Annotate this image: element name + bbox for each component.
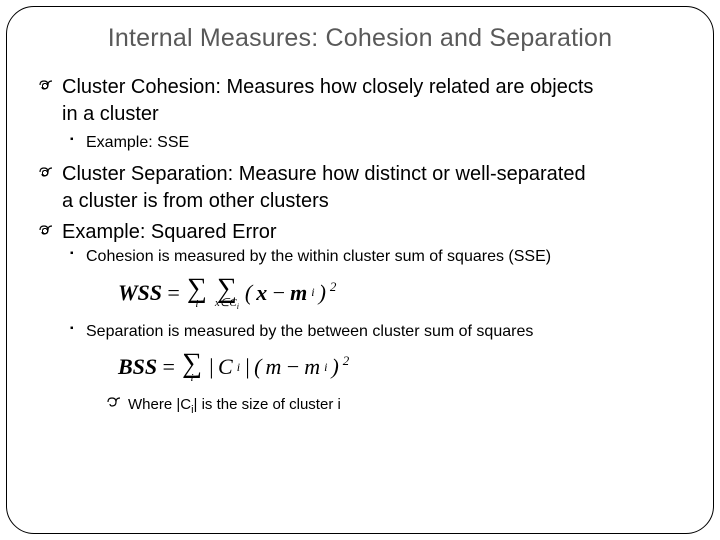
bss-m1: m xyxy=(265,354,281,380)
bss-m2: m xyxy=(304,354,320,380)
bss-sq: 2 xyxy=(343,353,350,369)
where-clause: Where |Ci| is the size of cluster i xyxy=(38,396,682,416)
sub-cohesion-wss: Cohesion is measured by the within clust… xyxy=(38,247,682,268)
bss-minus: − xyxy=(285,354,300,380)
wss-minus: − xyxy=(271,280,286,306)
wss-close: ) xyxy=(319,280,326,306)
eq-sign: = xyxy=(166,280,181,306)
bullet-cohesion: Cluster Cohesion: Measures how closely r… xyxy=(38,75,682,100)
term-cohesion: Cluster Cohesion: xyxy=(62,76,221,98)
eq-sign2: = xyxy=(161,354,176,380)
bss-ci-sub: i xyxy=(237,360,240,375)
wss-x: x xyxy=(256,280,267,306)
formula-wss: WSS = ∑ i ∑ x∈Ci (x − mi)2 xyxy=(38,276,682,311)
bullet-icon xyxy=(38,165,54,184)
wss-m: m xyxy=(290,280,307,306)
slide-title: Internal Measures: Cohesion and Separati… xyxy=(38,24,682,53)
bss-close: ) xyxy=(331,354,338,380)
wss-open: ( xyxy=(245,280,252,306)
sub-separation-bss: Separation is measured by the between cl… xyxy=(38,322,682,343)
text-cohesion-rest: Measures how closely related are objects xyxy=(221,76,593,98)
where-post: | is the size of cluster i xyxy=(194,396,341,413)
bullet-icon-small xyxy=(106,396,122,412)
wss-lhs: WSS xyxy=(118,280,162,306)
bss-ci-open: | xyxy=(208,354,214,380)
bullet-example-sqerr: Example: Squared Error xyxy=(38,220,682,245)
sub-sse: Example: SSE xyxy=(38,133,682,154)
where-pre: Where |C xyxy=(128,396,191,413)
bss-lhs: BSS xyxy=(118,354,157,380)
term-separation: Cluster Separation: xyxy=(62,163,233,185)
wss-sq: 2 xyxy=(330,279,337,295)
bullet-icon xyxy=(38,223,54,242)
bss-ci: C xyxy=(218,354,233,380)
bullet-icon xyxy=(38,78,54,97)
bss-ci-close: | xyxy=(244,354,250,380)
formula-bss: BSS = ∑ i |Ci| (m − mi)2 xyxy=(38,351,682,384)
wss-mi: i xyxy=(311,285,314,300)
bss-sigma: ∑ i xyxy=(182,351,202,384)
sigma-x: ∑ x∈Ci xyxy=(215,276,239,311)
text-cohesion-cont: in a cluster xyxy=(38,102,682,127)
slide-content: Internal Measures: Cohesion and Separati… xyxy=(38,24,682,416)
bss-open: ( xyxy=(254,354,261,380)
bss-m2-sub: i xyxy=(324,360,327,375)
text-separation-cont: a cluster is from other clusters xyxy=(38,189,682,214)
text-separation-rest: Measure how distinct or well-separated xyxy=(233,163,585,185)
sigma-i: ∑ i xyxy=(187,276,207,309)
bullet-separation: Cluster Separation: Measure how distinct… xyxy=(38,162,682,187)
text-example-sqerr: Example: Squared Error xyxy=(62,221,277,243)
